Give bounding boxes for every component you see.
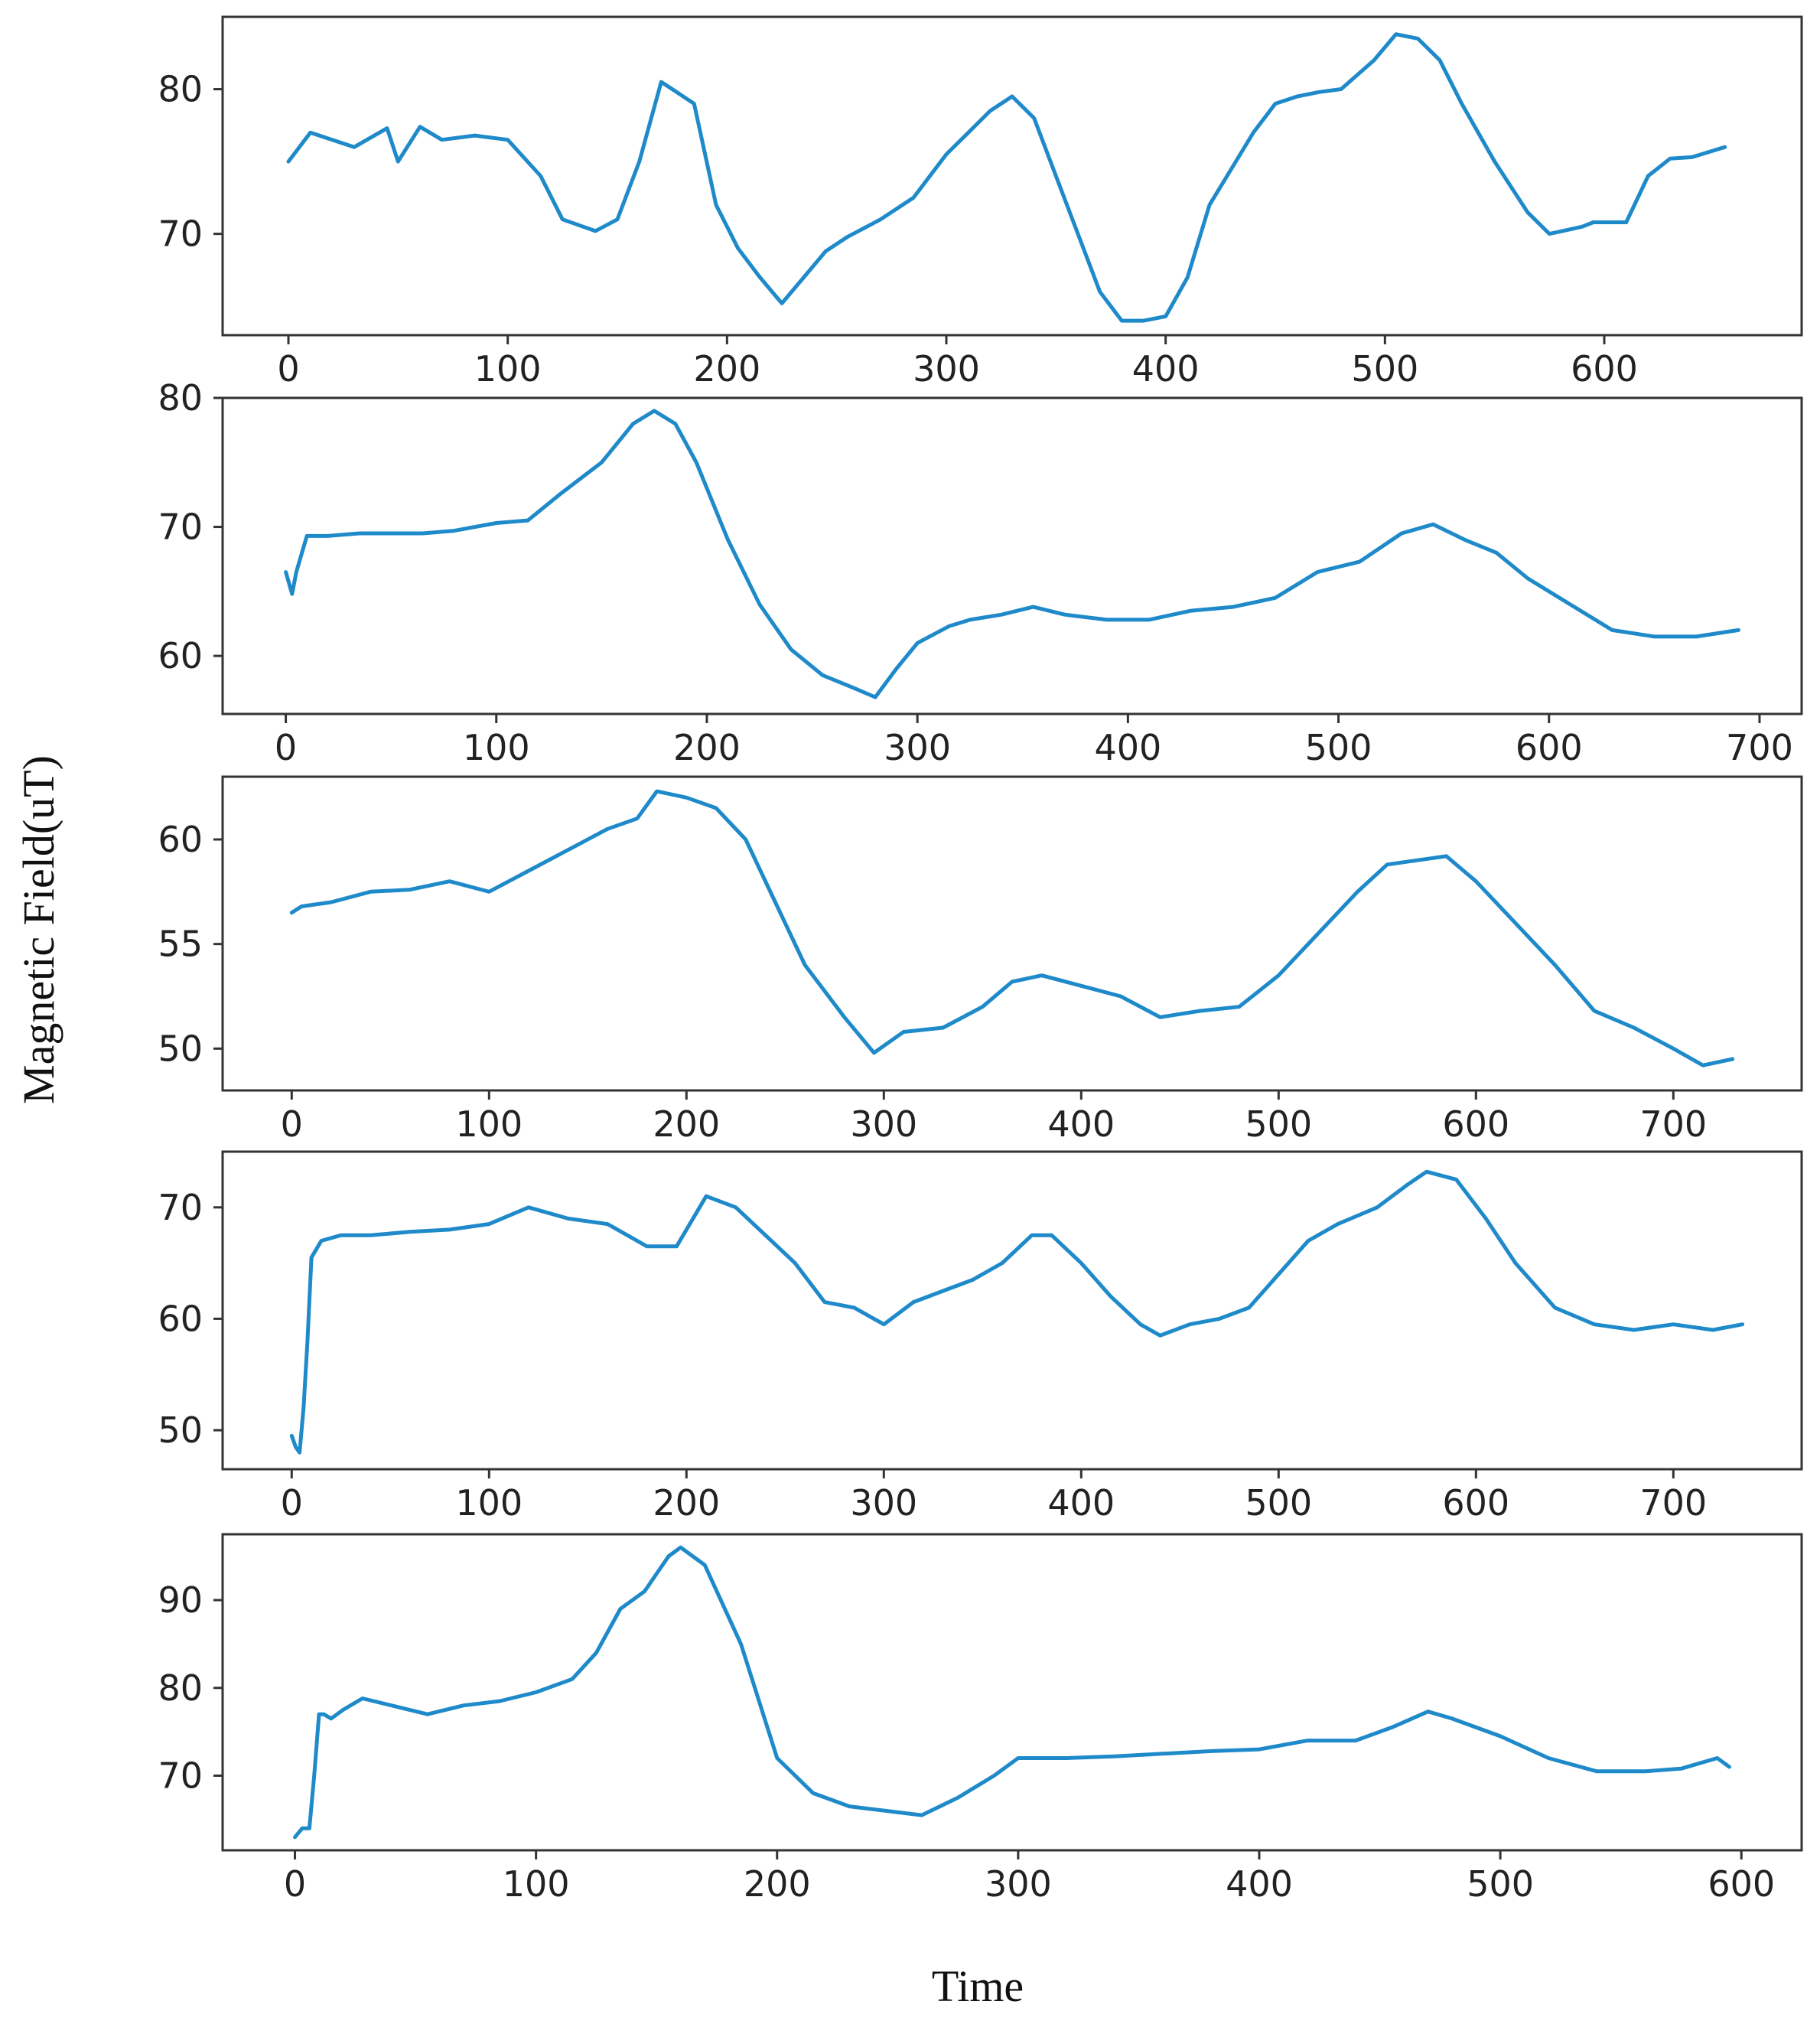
panel-5-x-tick-label: 500 [1467, 1863, 1534, 1905]
panel-5-x-tick-label: 400 [1226, 1863, 1293, 1905]
panel-2-x-tick-label: 0 [275, 727, 297, 768]
y-axis-title: Magnetic Field(uT) [14, 755, 63, 1104]
panel-3-x-tick-label: 200 [653, 1103, 720, 1145]
panel-2: 0 100 200 300 400 500 600 700 60 70 80 [158, 377, 1803, 768]
panel-2-x-tick-label: 300 [884, 727, 951, 768]
panel-1-y-tick-label: 70 [158, 213, 203, 255]
panel-1-series-line [286, 32, 1727, 323]
panel-4-x-tick-label: 200 [653, 1482, 720, 1524]
panel-2-x-tick-label: 700 [1726, 727, 1793, 768]
panel-5-x-tick-label: 300 [985, 1863, 1052, 1905]
panel-1-x-tick-label: 600 [1571, 348, 1638, 389]
panel-4-series-line [289, 1169, 1745, 1455]
panel-1-x-tick-label: 200 [693, 348, 760, 389]
panel-2-y-tick-label: 70 [158, 507, 203, 548]
panel-1-y-tick-label: 80 [158, 69, 203, 110]
panel-4-y-tick-label: 70 [158, 1187, 203, 1228]
panel-2-x-tick-label: 100 [463, 727, 530, 768]
panel-4-x-tick-label: 700 [1639, 1482, 1707, 1524]
panel-1-x-tick-label: 400 [1132, 348, 1200, 389]
panel-5-y-tick-label: 70 [158, 1755, 203, 1796]
panel-1-frame [221, 15, 1803, 337]
panel-3-x-tick-label: 400 [1047, 1103, 1115, 1145]
panel-4-y-tick-label: 50 [158, 1410, 203, 1451]
panel-5: 0 100 200 300 400 500 600 70 80 90 [158, 1533, 1803, 1905]
panel-5-frame [221, 1533, 1803, 1852]
panel-2-x-tick-label: 400 [1094, 727, 1161, 768]
panel-2-y-tick-label: 80 [158, 377, 203, 419]
panel-1: 0 100 200 300 400 500 600 70 80 [158, 15, 1803, 389]
panel-4-frame [221, 1150, 1803, 1471]
panel-4-x-tick-label: 300 [850, 1482, 917, 1524]
panel-4: 0 100 200 300 400 500 600 700 50 60 70 [158, 1150, 1803, 1524]
panel-3-x-tick-label: 500 [1245, 1103, 1312, 1145]
panel-2-x-tick-label: 500 [1305, 727, 1372, 768]
panel-1-x-tick-label: 0 [277, 348, 299, 389]
panel-2-x-tick-label: 200 [673, 727, 741, 768]
panel-3-x-tick-label: 600 [1442, 1103, 1509, 1145]
panel-3-x-tick-label: 0 [281, 1103, 303, 1145]
panel-3-y-tick-label: 55 [158, 924, 203, 965]
panel-5-y-tick-label: 90 [158, 1579, 203, 1621]
panel-4-x-tick-label: 0 [281, 1482, 303, 1524]
panel-3-y-tick-label: 50 [158, 1028, 203, 1069]
panel-2-y-tick-label: 60 [158, 635, 203, 676]
panel-1-x-tick-label: 100 [474, 348, 542, 389]
panel-4-x-tick-label: 100 [455, 1482, 523, 1524]
panel-3-frame [221, 775, 1803, 1092]
panel-4-x-tick-label: 500 [1245, 1482, 1312, 1524]
panel-3-x-tick-label: 300 [850, 1103, 917, 1145]
panel-5-y-tick-label: 80 [158, 1667, 203, 1709]
panel-5-x-tick-label: 600 [1708, 1863, 1775, 1905]
panel-3-x-tick-label: 100 [455, 1103, 523, 1145]
panel-4-y-tick-label: 60 [158, 1298, 203, 1339]
panel-2-frame [221, 396, 1803, 715]
panel-5-x-tick-label: 200 [744, 1863, 811, 1905]
x-axis-title: Time [932, 1961, 1024, 2011]
panel-1-x-tick-label: 500 [1351, 348, 1418, 389]
panel-5-series-line [293, 1545, 1731, 1840]
panel-3-y-tick-label: 60 [158, 819, 203, 860]
panel-4-x-tick-label: 600 [1442, 1482, 1509, 1524]
panel-1-x-tick-label: 300 [913, 348, 980, 389]
panel-2-x-tick-label: 600 [1516, 727, 1583, 768]
panel-4-x-tick-label: 400 [1047, 1482, 1115, 1524]
panel-5-x-tick-label: 100 [503, 1863, 570, 1905]
panel-3-x-tick-label: 700 [1639, 1103, 1707, 1145]
panel-3-series-line [289, 789, 1735, 1067]
panel-2-series-line [284, 409, 1740, 699]
panel-3: 0 100 200 300 400 500 600 700 50 55 60 [158, 775, 1803, 1145]
panel-5-x-tick-label: 0 [284, 1863, 306, 1905]
